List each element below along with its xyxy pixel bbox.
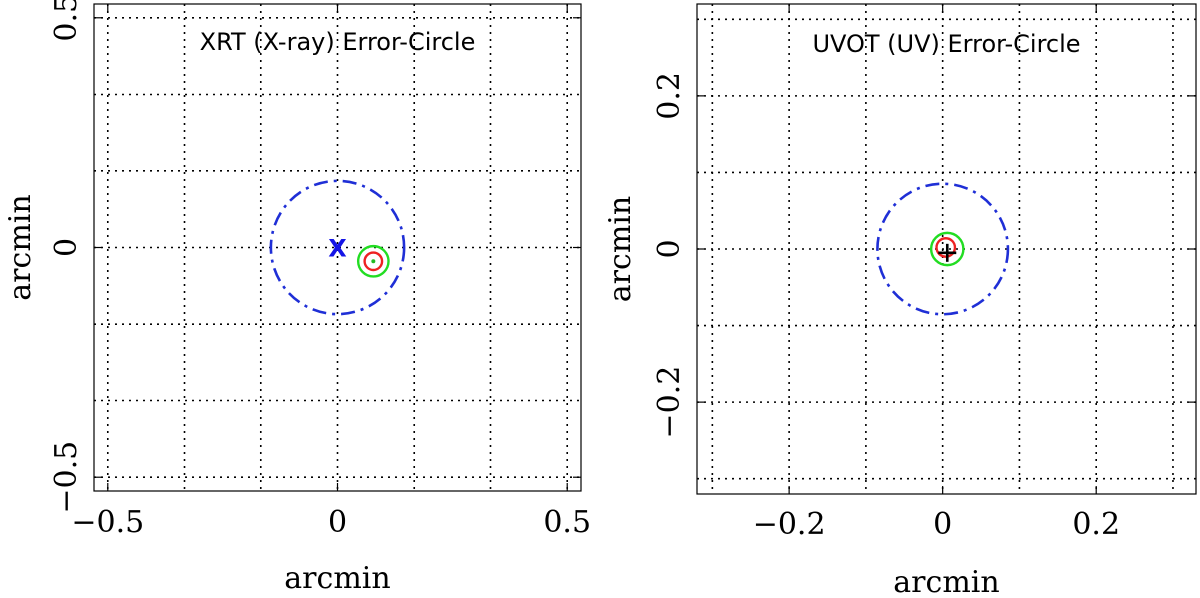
xrt-title: XRT (X-ray) Error-Circle (200, 28, 476, 56)
uvot-error-circle-2 (935, 237, 957, 258)
uvot-error-circle-0 (876, 182, 1010, 316)
xrt-error-circle-0 (269, 179, 406, 316)
xrt-xtick-label-0: −0.5 (71, 505, 144, 540)
uvot-ytick-label-0: −0.2 (652, 366, 687, 439)
uvot-grid (697, 4, 1196, 494)
xrt-error-circle-2 (363, 251, 384, 272)
xrt-circles (269, 179, 406, 316)
xrt-ytick-label-0: −0.5 (49, 441, 84, 514)
xrt-error-circle-1 (356, 244, 390, 278)
xrt-y-axis-label: arcmin (3, 194, 38, 300)
uvot-panel: −0.2 0 0.2−0.200.2 UVOT (UV) Error-Circle … (603, 3, 1197, 598)
xrt-ytick-label-1: 0 (49, 238, 84, 257)
xrt-x-axis-label: arcmin (284, 561, 390, 596)
xrt-ytick-label-2: 0.5 (49, 0, 84, 42)
xrt-xtick-label-1: 0 (328, 505, 347, 540)
xrt-panel: X −0.5 0 0.5 −0.5 0 0.5 XRT (X-ray) Error-Cir… (3, 0, 591, 596)
uvot-y-axis-label: arcmin (603, 196, 638, 302)
uvot-circles (876, 182, 1010, 316)
uvot-ytick-label-2: 0.2 (652, 72, 687, 120)
uvot-xtick-label-1: 0 (933, 507, 952, 542)
uvot-ticks: −0.2 0 0.2 −0.2 0 0.2 (652, 4, 1196, 542)
uvot-marker (938, 243, 957, 262)
xrt-marker-x: X (328, 235, 347, 263)
xrt-marker: X (328, 235, 347, 263)
uvot-title: UVOT (UV) Error-Circle (812, 30, 1080, 58)
xrt-point-0 (371, 259, 376, 264)
xrt-ticks: −0.5 0 0.5 −0.5 0 0.5 (49, 0, 591, 540)
uvot-error-circle-1 (929, 231, 965, 267)
uvot-x-axis-label: arcmin (893, 565, 999, 598)
xrt-xtick-label-2: 0.5 (543, 505, 591, 540)
uvot-ytick-label-1: 0 (652, 239, 687, 258)
uvot-xtick-label-0: −0.2 (753, 507, 826, 542)
uvot-xtick-label-2: 0.2 (1072, 507, 1120, 542)
